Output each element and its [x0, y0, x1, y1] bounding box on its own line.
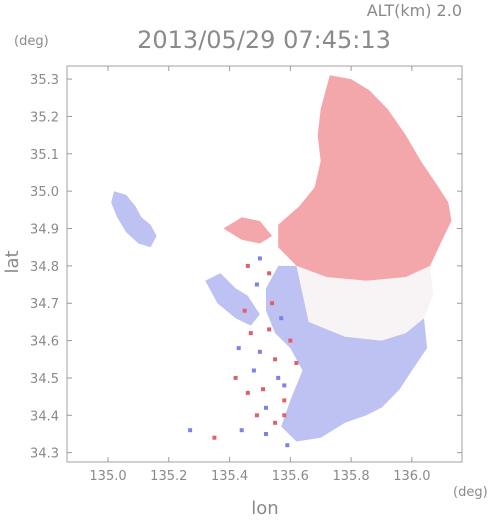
x-axis-title: lon — [251, 498, 278, 519]
y-axis-title: lat — [2, 250, 23, 273]
echo-speckle-7 — [276, 375, 281, 380]
data-layer — [111, 75, 452, 448]
y-tick-label: 34.3 — [30, 447, 59, 462]
datetime-title: 2013/05/29 07:45:13 — [137, 26, 391, 54]
x-tick-label: 136.0 — [393, 469, 430, 484]
y-tick-label: 35.2 — [30, 110, 59, 125]
echo-region-neutral-2 — [290, 265, 434, 341]
x-axis: 135.0 135.2 135.4 135.6 135.8 136.0 — [89, 66, 430, 484]
y-tick-label: 34.6 — [30, 335, 59, 350]
echo-region-negative-4 — [111, 191, 157, 248]
echo-speckle-3 — [267, 327, 272, 332]
y-tick-label: 34.5 — [30, 372, 59, 387]
echo-region-negative-3 — [266, 265, 428, 442]
echo-speckle-8 — [282, 398, 287, 403]
y-tick-label: 35.0 — [30, 185, 59, 200]
x-unit-label: (deg) — [453, 485, 488, 500]
echo-region-negative-5 — [205, 273, 260, 326]
echo-speckle-25 — [294, 361, 299, 365]
y-tick-label: 34.7 — [30, 297, 59, 312]
echo-speckle-23 — [264, 432, 268, 436]
echo-speckle-15 — [270, 301, 275, 306]
y-tick-label: 34.4 — [30, 409, 59, 424]
echo-speckle-17 — [257, 256, 262, 261]
y-tick-label: 35.1 — [30, 148, 59, 163]
echo-speckle-19 — [254, 282, 259, 287]
echo-speckle-4 — [273, 357, 278, 362]
y-unit-label: (deg) — [14, 34, 49, 49]
echo-speckle-21 — [188, 428, 193, 433]
echo-speckle-14 — [288, 338, 293, 343]
echo-speckle-11 — [279, 316, 284, 321]
x-tick-label: 135.8 — [332, 469, 369, 484]
echo-speckle-5 — [251, 368, 256, 373]
x-tick-label: 135.4 — [211, 469, 248, 484]
y-tick-label: 34.9 — [30, 223, 59, 238]
y-tick-label: 35.3 — [30, 73, 59, 88]
echo-speckle-16 — [245, 263, 250, 268]
plot-frame — [66, 65, 463, 463]
x-tick-label: 135.6 — [272, 469, 309, 484]
echo-region-positive-6 — [223, 217, 273, 244]
echo-region-positive-1 — [278, 75, 452, 281]
echo-speckle-24 — [282, 413, 287, 418]
echo-speckle-12 — [242, 308, 247, 313]
echo-speckle-20 — [212, 435, 217, 440]
echo-speckle-10 — [273, 420, 278, 425]
echo-speckle-6 — [261, 387, 265, 392]
echo-speckle-22 — [239, 428, 244, 433]
echo-speckle-2 — [257, 349, 262, 354]
echo-speckle-27 — [285, 443, 290, 448]
y-axis: 34.3 34.4 34.5 34.6 34.7 34.8 34.9 35.0 35.1 35.2… — [30, 73, 462, 462]
x-tick-label: 135.2 — [150, 469, 187, 484]
x-tick-label: 135.0 — [89, 469, 126, 484]
echo-speckle-18 — [267, 271, 272, 276]
echo-speckle-13 — [236, 346, 241, 351]
echo-speckle-9 — [264, 405, 268, 410]
altitude-label: ALT(km) 2.0 — [367, 1, 462, 20]
echo-speckle-30 — [282, 383, 287, 388]
y-tick-label: 34.8 — [30, 260, 59, 275]
echo-speckle-1 — [248, 331, 253, 336]
echo-speckle-28 — [254, 413, 259, 418]
echo-speckle-26 — [245, 390, 250, 395]
echo-speckle-29 — [233, 375, 238, 380]
